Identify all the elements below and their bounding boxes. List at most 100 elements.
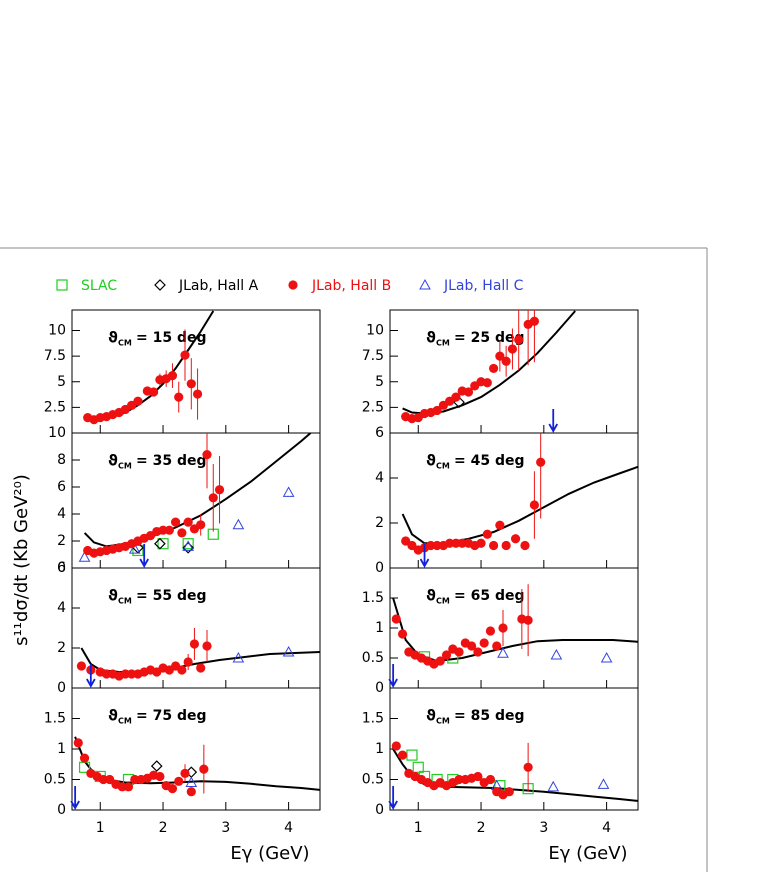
legend-marker bbox=[419, 278, 431, 290]
data-point bbox=[133, 396, 143, 406]
legend-marker bbox=[154, 279, 166, 291]
data-point bbox=[182, 540, 195, 551]
data-point bbox=[504, 787, 514, 797]
data-point bbox=[476, 538, 486, 548]
data-point bbox=[157, 538, 169, 550]
data-point bbox=[105, 774, 115, 785]
data-point bbox=[435, 656, 445, 666]
x-axis-label: Eγ (GeV) bbox=[548, 843, 627, 864]
data-point bbox=[488, 540, 499, 551]
x-tick-label: 1 bbox=[414, 820, 423, 836]
data-point bbox=[177, 528, 187, 538]
legend-label: SLAC bbox=[81, 278, 117, 294]
data-point bbox=[498, 623, 508, 633]
data-point bbox=[196, 520, 206, 530]
panel-text: = 35 deg bbox=[136, 453, 207, 469]
y-tick-label: 5 bbox=[375, 374, 384, 390]
threshold-arrow bbox=[388, 786, 398, 810]
data-point bbox=[482, 378, 492, 388]
data-point bbox=[412, 761, 424, 773]
panel-subscript: CM bbox=[118, 597, 132, 606]
y-tick-label: 1 bbox=[57, 741, 66, 757]
data-point bbox=[189, 639, 200, 649]
data-point bbox=[432, 405, 442, 416]
data-point bbox=[183, 517, 193, 527]
data-point bbox=[208, 493, 218, 503]
panel-text: = 65 deg bbox=[454, 588, 525, 604]
data-point bbox=[485, 626, 496, 636]
panel-subscript: CM bbox=[118, 717, 132, 726]
data-point bbox=[149, 387, 159, 397]
y-tick-label: 2 bbox=[375, 515, 384, 531]
data-point bbox=[180, 768, 190, 779]
y-tick-label: 1.5 bbox=[44, 711, 66, 727]
data-point bbox=[391, 614, 401, 624]
data-point bbox=[514, 335, 524, 345]
data-point bbox=[180, 350, 190, 360]
data-point bbox=[167, 784, 178, 794]
data-point bbox=[463, 387, 474, 397]
data-point bbox=[73, 738, 83, 748]
y-tick-label: 0 bbox=[57, 802, 66, 818]
y-axis-label: s¹¹dσ/dt (Kb GeV²⁰) bbox=[11, 474, 32, 646]
data-point bbox=[391, 741, 401, 751]
data-point bbox=[397, 629, 408, 639]
data-point bbox=[473, 647, 483, 657]
y-tick-label: 7.5 bbox=[362, 348, 384, 364]
x-axis-label: Eγ (GeV) bbox=[230, 843, 309, 864]
model-curve bbox=[87, 310, 215, 421]
x-tick-label: 3 bbox=[539, 820, 548, 836]
data-point bbox=[196, 663, 206, 673]
panel-symbol: ϑ bbox=[426, 452, 436, 470]
data-point bbox=[123, 782, 134, 792]
data-point bbox=[192, 389, 203, 399]
y-tick-label: 5 bbox=[57, 374, 66, 390]
legend-label: JLab, Hall B bbox=[311, 278, 391, 294]
data-point bbox=[495, 520, 505, 530]
data-point bbox=[199, 764, 209, 774]
panel-text: = 25 deg bbox=[454, 330, 525, 346]
y-tick-label: 4 bbox=[375, 470, 384, 486]
data-point bbox=[597, 778, 610, 789]
y-tick-label: 0 bbox=[375, 560, 384, 576]
data-point bbox=[150, 760, 163, 772]
data-point bbox=[174, 776, 184, 786]
panel-text: = 45 deg bbox=[454, 453, 525, 469]
x-tick-label: 3 bbox=[221, 820, 230, 836]
data-point bbox=[76, 661, 87, 671]
data-point bbox=[550, 648, 563, 660]
data-point bbox=[186, 379, 196, 389]
panel-symbol: ϑ bbox=[426, 329, 436, 347]
data-point bbox=[232, 651, 245, 663]
y-tick-label: 6 bbox=[57, 479, 66, 495]
panel-symbol: ϑ bbox=[108, 329, 118, 347]
data-point bbox=[397, 750, 408, 760]
y-tick-label: 2 bbox=[57, 640, 66, 656]
data-point bbox=[529, 500, 540, 510]
data-point bbox=[495, 351, 505, 361]
y-tick-label: 4 bbox=[57, 600, 66, 616]
data-point bbox=[600, 651, 613, 663]
data-point bbox=[174, 392, 184, 402]
y-tick-label: 6 bbox=[57, 560, 66, 576]
y-tick-label: 0 bbox=[375, 680, 384, 696]
data-point bbox=[492, 641, 502, 651]
panel-subscript: CM bbox=[118, 462, 132, 471]
data-point bbox=[547, 780, 560, 792]
panel-symbol: ϑ bbox=[108, 587, 118, 605]
data-point bbox=[186, 787, 196, 797]
model-curve bbox=[401, 465, 638, 545]
threshold-arrow bbox=[388, 664, 398, 688]
y-tick-label: 10 bbox=[366, 323, 384, 339]
data-point bbox=[482, 529, 492, 539]
panel-symbol: ϑ bbox=[426, 707, 436, 725]
x-tick-label: 2 bbox=[159, 820, 168, 836]
data-point bbox=[154, 537, 166, 550]
panel-symbol: ϑ bbox=[108, 707, 118, 725]
y-tick-label: 10 bbox=[48, 425, 66, 441]
data-point bbox=[282, 486, 295, 497]
data-point bbox=[507, 344, 518, 354]
y-tick-label: 0.5 bbox=[44, 772, 66, 788]
legend-marker bbox=[56, 279, 68, 291]
data-point bbox=[79, 753, 90, 763]
